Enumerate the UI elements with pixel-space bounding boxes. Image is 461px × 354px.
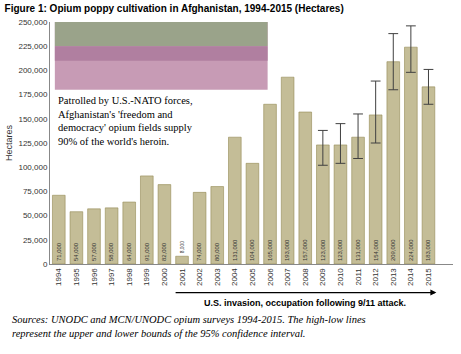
svg-text:2005: 2005 [248, 268, 257, 286]
svg-text:123,000: 123,000 [320, 239, 326, 261]
svg-text:250,000: 250,000 [18, 18, 47, 27]
svg-text:91,000: 91,000 [144, 242, 150, 261]
svg-text:125,000: 125,000 [18, 139, 47, 148]
svg-text:2004: 2004 [230, 268, 239, 286]
svg-text:165,000: 165,000 [267, 239, 273, 261]
svg-text:131,000: 131,000 [232, 239, 238, 261]
svg-text:2001: 2001 [178, 268, 187, 286]
svg-text:57,000: 57,000 [91, 242, 97, 261]
svg-text:209,000: 209,000 [390, 239, 396, 261]
svg-text:1997: 1997 [107, 268, 116, 286]
svg-text:200,000: 200,000 [18, 66, 47, 75]
svg-text:2010: 2010 [336, 268, 345, 286]
svg-text:82,000: 82,000 [161, 242, 167, 261]
svg-text:54,000: 54,000 [73, 242, 79, 261]
svg-text:71,000: 71,000 [56, 242, 62, 261]
svg-text:Hectares: Hectares [4, 124, 14, 161]
svg-text:150,000: 150,000 [18, 115, 47, 124]
svg-text:104,000: 104,000 [249, 239, 255, 261]
svg-text:8,000: 8,000 [180, 241, 185, 254]
svg-text:193,000: 193,000 [284, 239, 290, 261]
svg-text:58,000: 58,000 [108, 242, 114, 261]
svg-text:2006: 2006 [266, 268, 275, 286]
svg-text:2012: 2012 [371, 268, 380, 286]
svg-text:2008: 2008 [301, 268, 310, 286]
svg-text:64,000: 64,000 [126, 242, 132, 261]
svg-text:183,000: 183,000 [425, 239, 431, 261]
svg-text:2011: 2011 [354, 268, 363, 286]
svg-text:Patrolled by U.S.-NATO forces,: Patrolled by U.S.-NATO forces,Afghanista… [58, 95, 193, 147]
svg-text:224,000: 224,000 [408, 239, 414, 261]
svg-text:2003: 2003 [213, 268, 222, 286]
svg-text:74,000: 74,000 [196, 242, 202, 261]
svg-text:1998: 1998 [125, 268, 134, 286]
svg-text:U.S. invasion, occupation foll: U.S. invasion, occupation following 9/11… [204, 298, 406, 308]
svg-text:2009: 2009 [318, 268, 327, 286]
svg-text:2014: 2014 [406, 268, 415, 286]
svg-text:1999: 1999 [142, 268, 151, 286]
svg-text:175,000: 175,000 [18, 90, 47, 99]
svg-text:80,000: 80,000 [214, 242, 220, 261]
svg-text:1994: 1994 [54, 268, 63, 286]
svg-text:2013: 2013 [389, 268, 398, 286]
svg-text:100,000: 100,000 [18, 163, 47, 172]
svg-text:50,000: 50,000 [23, 211, 48, 220]
svg-text:2015: 2015 [424, 268, 433, 286]
svg-text:0: 0 [43, 260, 48, 269]
svg-text:25,000: 25,000 [23, 236, 48, 245]
svg-text:2007: 2007 [283, 268, 292, 286]
svg-text:1995: 1995 [72, 268, 81, 286]
svg-text:Figure 1: Opium poppy cultivat: Figure 1: Opium poppy cultivation in Afg… [5, 3, 344, 14]
svg-text:123,000: 123,000 [337, 239, 343, 261]
svg-text:Sources: UNODC and MCN/UNODC o: Sources: UNODC and MCN/UNODC opium surve… [12, 314, 366, 339]
svg-text:157,000: 157,000 [302, 239, 308, 261]
svg-text:154,000: 154,000 [373, 239, 379, 261]
svg-text:1996: 1996 [90, 268, 99, 286]
svg-text:75,000: 75,000 [23, 187, 48, 196]
svg-text:2000: 2000 [160, 268, 169, 286]
svg-text:131,000: 131,000 [355, 239, 361, 261]
svg-text:2002: 2002 [195, 268, 204, 286]
svg-text:225,000: 225,000 [18, 42, 47, 51]
